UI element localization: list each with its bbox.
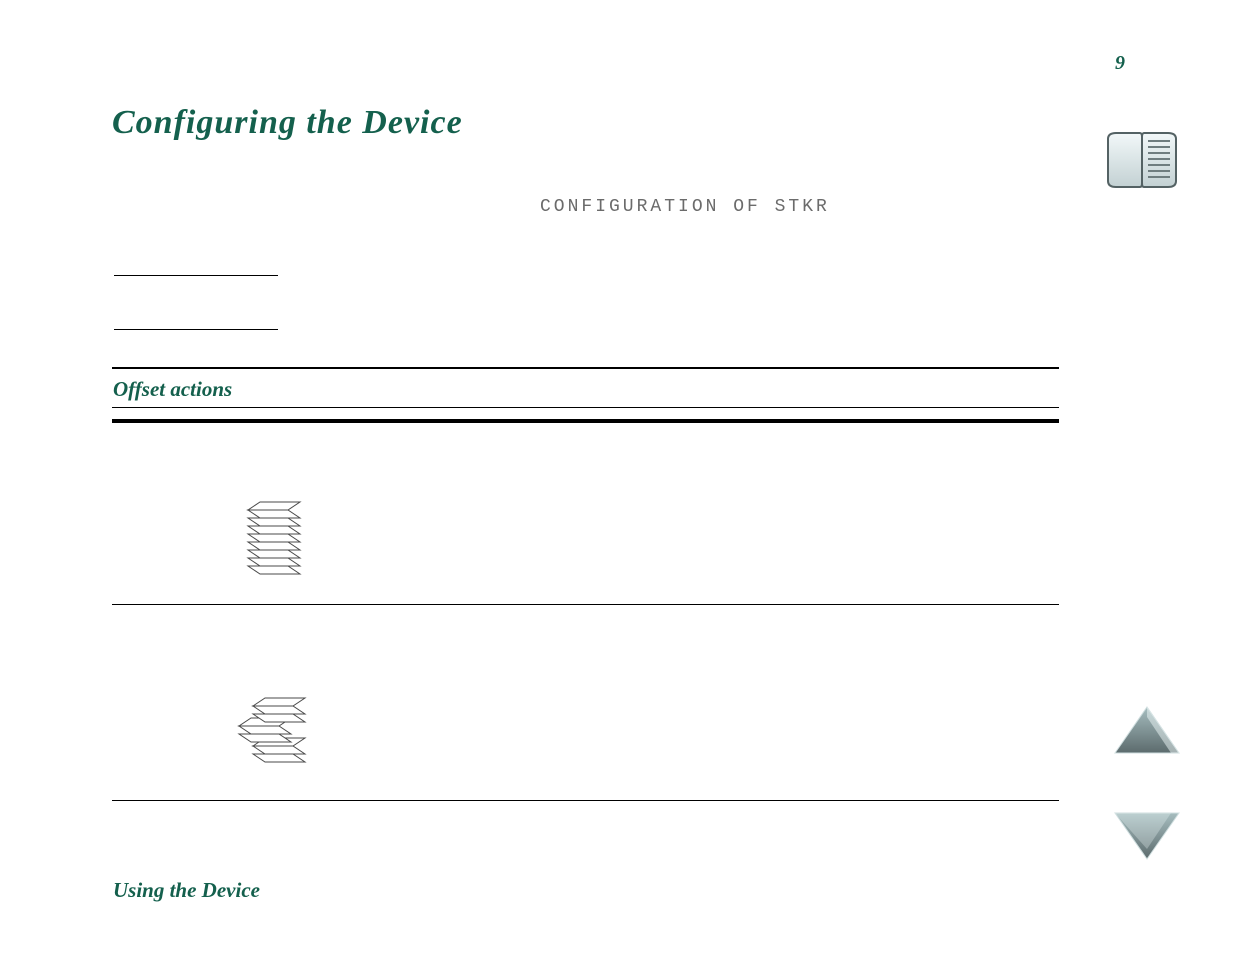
page-title: Configuring the Device [112, 104, 463, 142]
page-number: 9 [1115, 52, 1125, 75]
blank-entry-line [114, 329, 278, 330]
blank-entry-line [114, 275, 278, 276]
section-subheading: Offset actions [113, 377, 232, 402]
section-rule [112, 367, 1059, 369]
paper-stack-offset-icon [235, 688, 319, 777]
nav-up-icon[interactable] [1111, 703, 1183, 766]
section-rule-thick [112, 419, 1059, 423]
nav-down-icon[interactable] [1111, 805, 1183, 868]
section-rule [112, 407, 1059, 408]
footer-section-title: Using the Device [113, 878, 260, 903]
row-divider [112, 604, 1059, 605]
row-divider [112, 800, 1059, 801]
book-icon[interactable] [1104, 127, 1180, 196]
lcd-display-text: CONFIGURATION OF STKR [540, 197, 830, 217]
paper-stack-aligned-icon [242, 498, 314, 587]
